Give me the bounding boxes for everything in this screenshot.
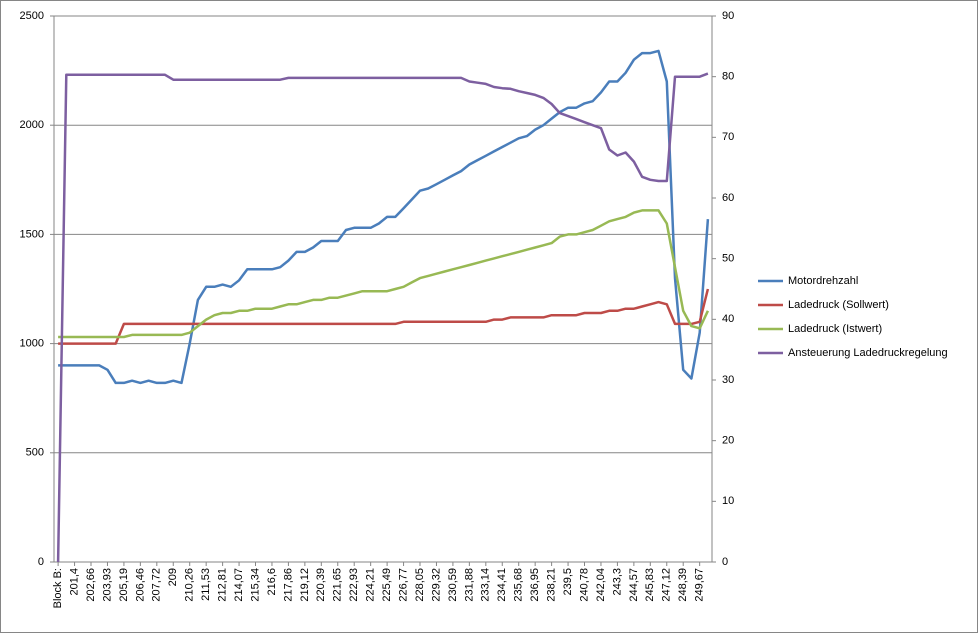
series-line bbox=[58, 209, 710, 339]
x-tick-label: 247,12 bbox=[661, 568, 673, 602]
x-tick-label: 217,86 bbox=[282, 568, 294, 602]
y2-tick-label: 80 bbox=[722, 71, 734, 83]
x-tick-label: 202,66 bbox=[85, 568, 97, 602]
y-tick-label: 2000 bbox=[20, 119, 44, 131]
y2-tick-label: 20 bbox=[722, 435, 734, 447]
y-tick-label: 1000 bbox=[20, 338, 44, 350]
y-tick-label: 1500 bbox=[20, 228, 44, 240]
x-tick-label: 248,39 bbox=[677, 568, 689, 602]
y2-tick-label: 40 bbox=[722, 313, 734, 325]
x-tick-label: 206,46 bbox=[134, 568, 146, 602]
y2-tick-label: 30 bbox=[722, 374, 734, 386]
x-tick-label: 245,83 bbox=[644, 568, 656, 602]
x-tick-label: 203,93 bbox=[101, 568, 113, 602]
series-line bbox=[58, 288, 710, 345]
series-line bbox=[58, 49, 710, 385]
x-tick-label: 238,21 bbox=[546, 568, 558, 602]
y2-tick-label: 70 bbox=[722, 131, 734, 143]
x-tick-label: 230,59 bbox=[447, 568, 459, 602]
x-tick-label: 231,88 bbox=[463, 568, 475, 602]
x-tick-label: 212,81 bbox=[217, 568, 229, 602]
y2-tick-label: 60 bbox=[722, 192, 734, 204]
x-tick-label: 226,77 bbox=[397, 568, 409, 602]
legend-label: Ladedruck (Sollwert) bbox=[788, 299, 889, 311]
y-tick-label: 2500 bbox=[20, 10, 44, 22]
x-tick-label: 216,6 bbox=[266, 568, 278, 596]
x-tick-label: 219,12 bbox=[299, 568, 311, 602]
x-tick-label: 220,39 bbox=[315, 568, 327, 602]
x-tick-label: 225,49 bbox=[381, 568, 393, 602]
x-tick-label: 214,07 bbox=[233, 568, 245, 602]
series-line bbox=[56, 72, 709, 563]
x-tick-label: 224,21 bbox=[365, 568, 377, 602]
x-tick-label: 209 bbox=[167, 568, 179, 586]
x-tick-label: 201,4 bbox=[68, 568, 80, 596]
y-tick-label: 0 bbox=[38, 556, 44, 568]
x-tick-label: 243,3 bbox=[611, 568, 623, 596]
x-tick-label: 242,04 bbox=[595, 568, 607, 602]
x-tick-label: 228,05 bbox=[414, 568, 426, 602]
x-tick-label: Block B: bbox=[52, 568, 64, 608]
x-tick-label: 235,68 bbox=[513, 568, 525, 602]
x-tick-label: 234,41 bbox=[496, 568, 508, 602]
x-tick-label: 249,67 bbox=[694, 568, 706, 602]
x-tick-label: 229,32 bbox=[430, 568, 442, 602]
x-tick-label: 244,57 bbox=[628, 568, 640, 602]
x-tick-label: 222,93 bbox=[348, 568, 360, 602]
x-tick-label: 205,19 bbox=[118, 568, 130, 602]
x-tick-label: 221,65 bbox=[332, 568, 344, 602]
y2-tick-label: 50 bbox=[722, 253, 734, 265]
x-tick-label: 207,72 bbox=[151, 568, 163, 602]
legend-label: Motordrehzahl bbox=[788, 275, 858, 287]
legend-label: Ansteuerung Ladedruckregelung bbox=[788, 347, 948, 359]
x-tick-label: 211,53 bbox=[200, 568, 212, 601]
x-tick-label: 215,34 bbox=[249, 568, 261, 602]
x-tick-label: 233,14 bbox=[480, 568, 492, 602]
x-tick-label: 236,95 bbox=[529, 568, 541, 602]
x-tick-label: 239,5 bbox=[562, 568, 574, 596]
x-tick-label: 210,26 bbox=[184, 568, 196, 602]
y-tick-label: 500 bbox=[26, 447, 44, 459]
legend-label: Ladedruck (Istwert) bbox=[788, 323, 882, 335]
y2-tick-label: 0 bbox=[722, 556, 728, 568]
y2-tick-label: 10 bbox=[722, 495, 734, 507]
y2-tick-label: 90 bbox=[722, 10, 734, 22]
x-tick-label: 240,78 bbox=[578, 568, 590, 602]
